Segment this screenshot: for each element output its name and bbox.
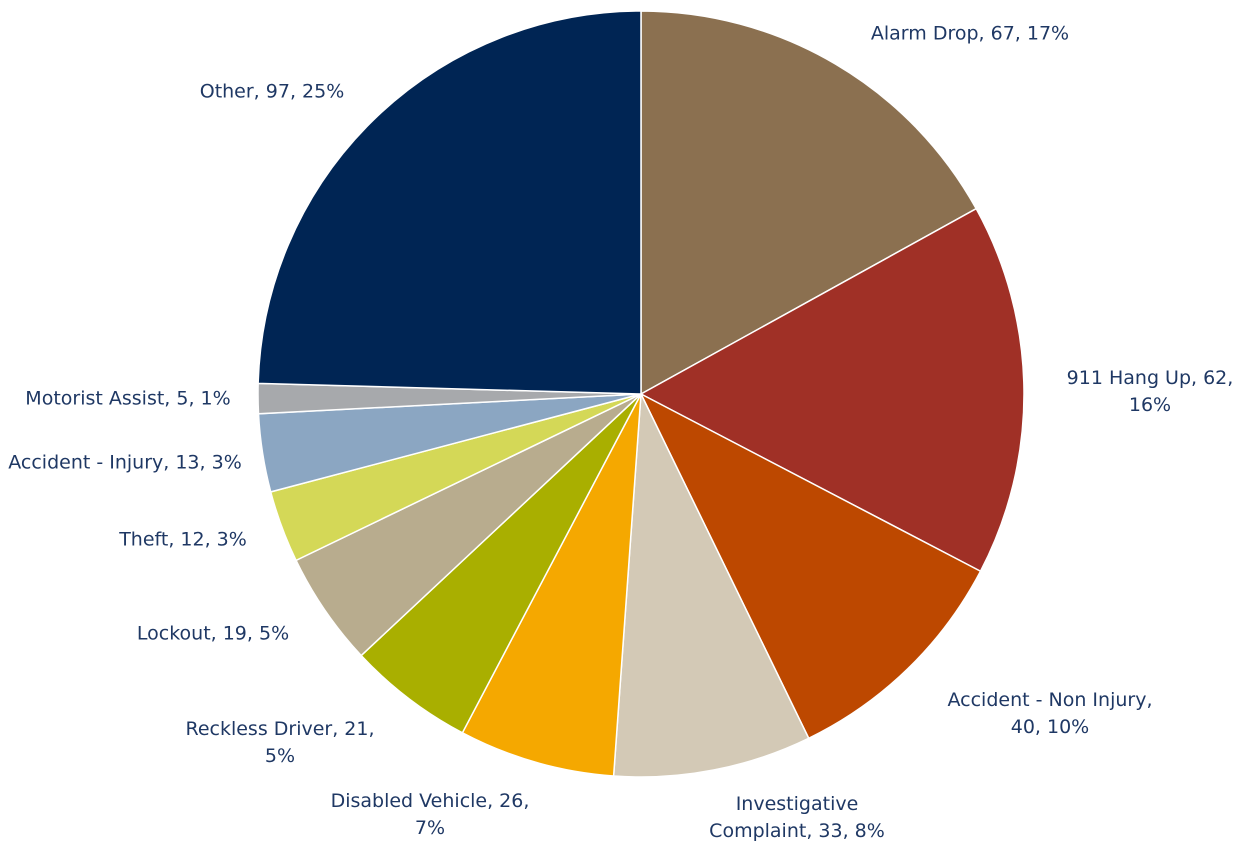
pie-slice bbox=[612, 391, 810, 778]
pie-slice bbox=[639, 207, 1025, 573]
data-label: Alarm Drop, 67, 17% bbox=[870, 22, 1070, 45]
data-label: Theft, 12, 3% bbox=[119, 528, 247, 551]
pie-slice bbox=[257, 10, 642, 395]
data-label: Reckless Driver, 21, 5% bbox=[185, 718, 375, 767]
data-label: 911 Hang Up, 62, 16% bbox=[1066, 367, 1234, 416]
data-label: Motorist Assist, 5, 1% bbox=[25, 387, 231, 410]
data-label: Lockout, 19, 5% bbox=[136, 622, 290, 645]
pie-slice bbox=[639, 392, 982, 740]
data-label: Accident - Non Injury, 40, 10% bbox=[947, 689, 1153, 738]
data-label: Other, 97, 25% bbox=[199, 80, 345, 103]
pie-slice bbox=[461, 393, 642, 777]
data-label: Investigative Complaint, 33, 8% bbox=[709, 793, 885, 842]
data-label: Accident - Injury, 13, 3% bbox=[8, 451, 242, 474]
data-label: Disabled Vehicle, 26, 7% bbox=[330, 790, 530, 839]
pie-slice bbox=[640, 10, 978, 396]
